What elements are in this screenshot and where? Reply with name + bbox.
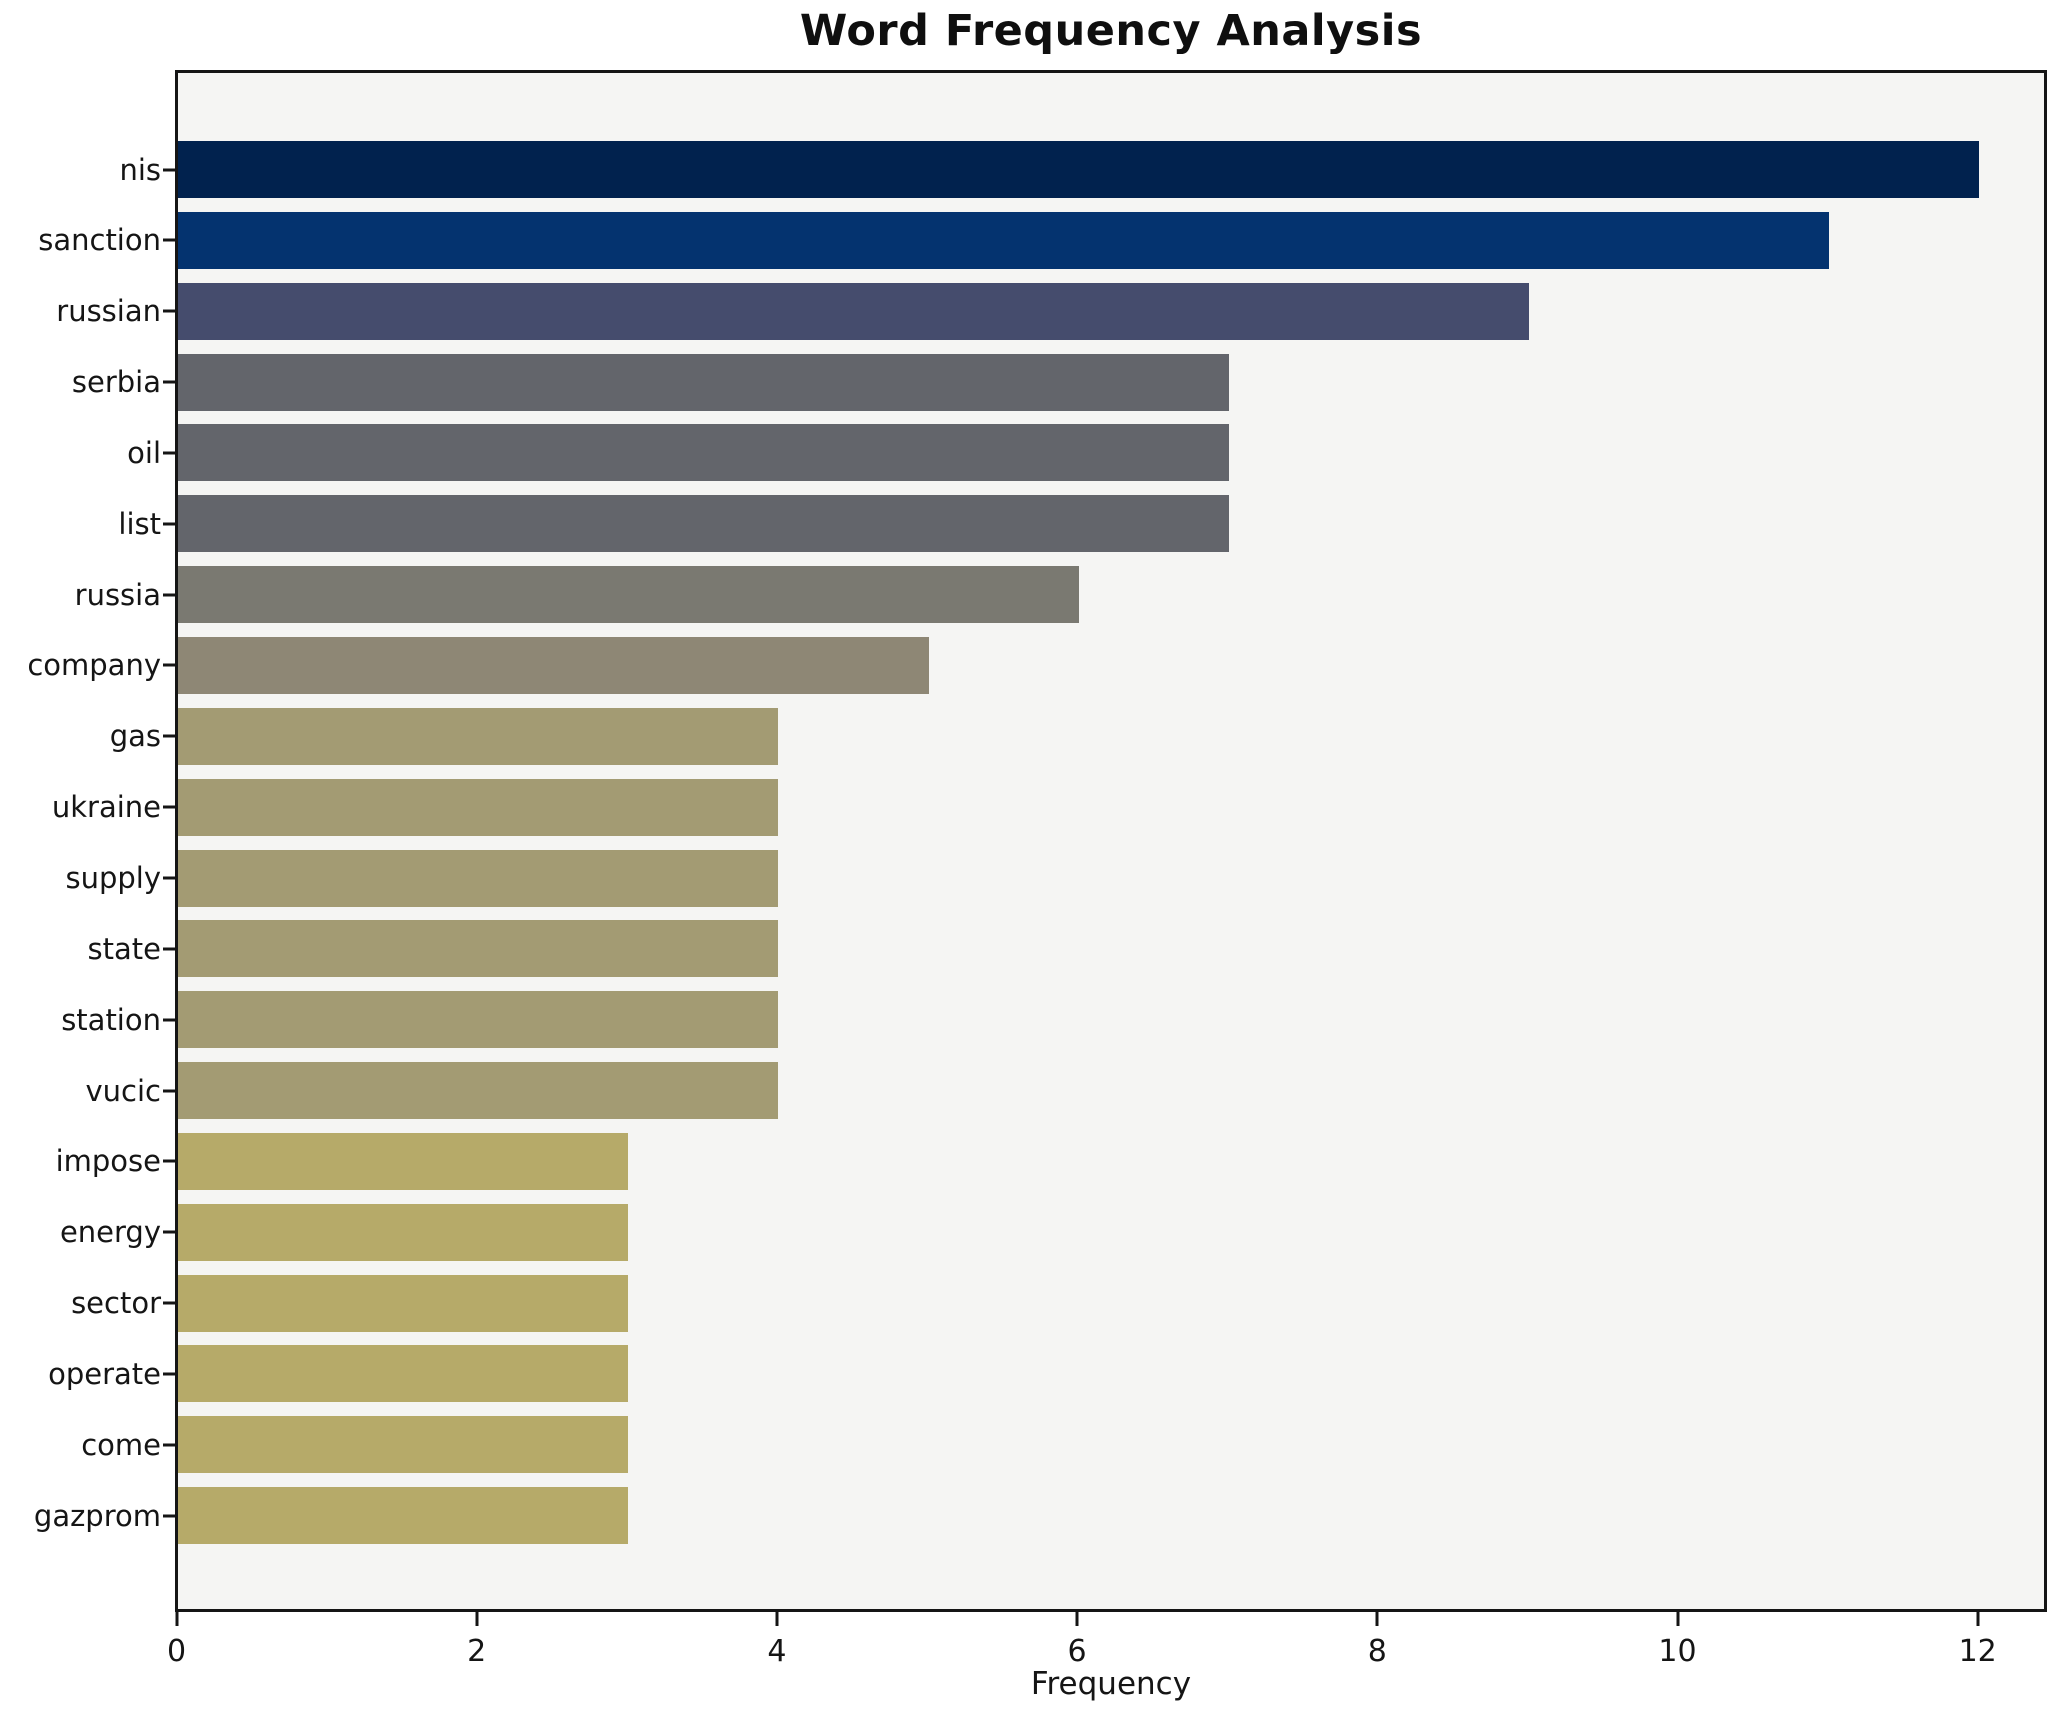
x-tick-mark-8 [1375, 1612, 1379, 1626]
x-tick-mark-12 [1976, 1612, 1980, 1626]
y-tick-mark-operate [163, 1372, 175, 1376]
bar-supply [178, 849, 779, 907]
y-tick-label-supply: supply [65, 861, 161, 895]
bar-sector [178, 1274, 629, 1332]
y-tick-label-list: list [118, 506, 161, 541]
x-tick-label-2: 2 [467, 1634, 487, 1669]
y-tick-mark-ukraine [163, 805, 175, 809]
x-axis: 0 2 4 6 8 10 12 [167, 1612, 2047, 1722]
y-tick-label-serbia: serbia [71, 365, 161, 400]
y-tick-label-oil: oil [127, 435, 161, 470]
bar-state [178, 920, 779, 978]
y-tick-mark-sector [163, 1301, 175, 1305]
bar-vucic [178, 1062, 779, 1120]
y-tick-mark-station [163, 1018, 175, 1022]
y-tick-label-russian: russian [56, 294, 161, 329]
x-tick-mark-6 [1075, 1612, 1079, 1626]
bar-operate [178, 1345, 629, 1403]
y-tick-mark-list [163, 522, 175, 526]
x-tick-label-12: 12 [1958, 1634, 1997, 1669]
y-tick-mark-oil [163, 451, 175, 455]
y-tick-label-ukraine: ukraine [51, 790, 161, 825]
x-tick-mark-2 [475, 1612, 479, 1626]
y-tick-mark-come [163, 1443, 175, 1447]
y-tick-label-company: company [27, 648, 161, 683]
bar-gas [178, 707, 779, 765]
bar-serbia [178, 353, 1229, 411]
y-tick-mark-serbia [163, 380, 175, 384]
y-tick-label-come: come [81, 1427, 161, 1462]
bar-gazprom [178, 1487, 629, 1545]
y-tick-label-sanction: sanction [38, 223, 161, 258]
y-tick-mark-nis [163, 168, 175, 171]
y-tick-label-station: station [61, 1002, 161, 1037]
y-tick-label-vucic: vucic [85, 1073, 162, 1108]
y-tick-mark-energy [163, 1230, 175, 1234]
y-tick-mark-sanction [163, 238, 175, 242]
x-tick-label-6: 6 [1067, 1634, 1087, 1669]
plot-area [175, 70, 2047, 1612]
y-tick-label-energy: energy [59, 1215, 161, 1250]
bar-sanction [178, 211, 1830, 269]
y-tick-label-gas: gas [109, 719, 161, 754]
y-tick-mark-gas [163, 734, 175, 738]
y-tick-label-sector: sector [71, 1286, 161, 1321]
bar-ukraine [178, 778, 779, 836]
y-tick-mark-russian [163, 309, 175, 313]
x-tick-label-8: 8 [1367, 1634, 1387, 1669]
bar-nis [178, 141, 1980, 198]
bar-impose [178, 1132, 629, 1190]
x-tick-mark-4 [775, 1612, 779, 1626]
bar-list [178, 495, 1229, 553]
y-tick-label-impose: impose [55, 1144, 161, 1179]
y-tick-mark-supply [163, 876, 175, 880]
y-tick-label-state: state [87, 931, 161, 966]
y-tick-mark-state [163, 947, 175, 951]
x-tick-mark-10 [1676, 1612, 1679, 1626]
bar-russian [178, 282, 1529, 340]
y-tick-mark-company [163, 663, 175, 667]
y-tick-label-gazprom: gazprom [33, 1498, 161, 1533]
y-tick-label-nis: nis [119, 152, 161, 187]
y-tick-mark-russia [163, 593, 175, 597]
bar-russia [178, 566, 1079, 624]
x-tick-label-10: 10 [1658, 1634, 1697, 1669]
y-tick-mark-vucic [163, 1089, 175, 1093]
y-tick-mark-impose [163, 1159, 175, 1163]
y-tick-mark-gazprom [163, 1514, 175, 1518]
bar-come [178, 1416, 629, 1474]
bar-oil [178, 424, 1229, 482]
chart-title: Word Frequency Analysis [799, 6, 1423, 56]
x-tick-mark-0 [175, 1612, 178, 1626]
y-tick-label-operate: operate [48, 1356, 161, 1391]
x-tick-label-4: 4 [767, 1634, 787, 1669]
bar-station [178, 991, 779, 1049]
x-tick-label-0: 0 [166, 1634, 187, 1669]
x-axis-title: Frequency [1030, 1666, 1192, 1702]
y-tick-label-russia: russia [74, 577, 161, 612]
bar-company [178, 636, 929, 694]
bar-energy [178, 1203, 629, 1261]
